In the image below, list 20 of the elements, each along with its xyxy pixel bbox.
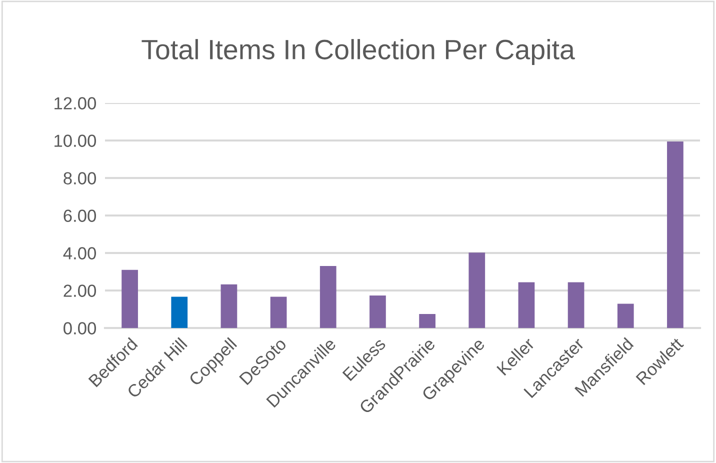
y-tick-label: 12.00 <box>54 97 96 110</box>
y-tick-label: 6.00 <box>64 210 96 222</box>
y-tick-label: 10.00 <box>54 134 96 147</box>
bar <box>270 296 287 328</box>
chart-title: Total Items In Collection Per Capita <box>142 39 575 65</box>
bar <box>419 314 436 328</box>
bar <box>568 282 584 328</box>
bar <box>667 141 684 328</box>
bar <box>220 284 238 328</box>
y-tick-label: 0.00 <box>64 322 96 334</box>
bar <box>617 304 634 328</box>
bar <box>171 296 188 328</box>
bar <box>370 296 386 328</box>
bar <box>518 282 535 328</box>
bar <box>468 252 486 328</box>
y-tick-label: 2.00 <box>64 284 96 297</box>
y-tick-label: 4.00 <box>63 247 96 260</box>
y-tick-label: 8.00 <box>64 172 96 184</box>
bar <box>320 266 336 328</box>
bar <box>122 270 138 328</box>
